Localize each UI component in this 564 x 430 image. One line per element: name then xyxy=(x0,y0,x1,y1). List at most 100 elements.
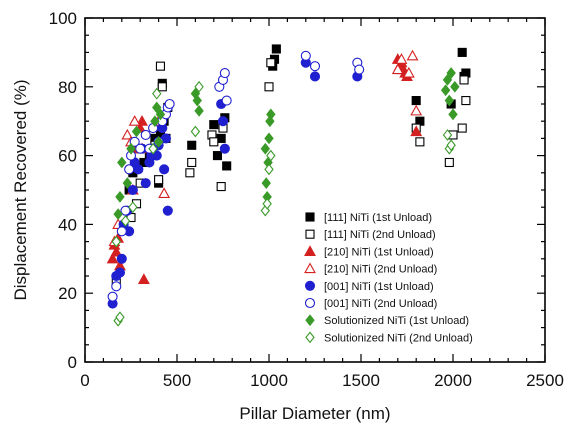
data-point xyxy=(264,132,274,145)
data-point xyxy=(113,208,123,220)
legend-label: [210] NiTi (1st Unload) xyxy=(324,246,434,258)
data-point xyxy=(111,281,122,292)
data-point xyxy=(185,168,195,178)
legend-marker xyxy=(304,245,316,256)
y-axis-label: Displacement Recovered (%) xyxy=(11,79,30,300)
data-point xyxy=(154,175,164,185)
legend-marker xyxy=(305,212,315,222)
data-point xyxy=(461,96,471,106)
data-point xyxy=(128,201,138,214)
data-point xyxy=(448,108,458,121)
data-point xyxy=(162,205,173,216)
series-6 xyxy=(113,67,460,220)
data-point xyxy=(131,125,142,138)
data-point xyxy=(194,80,204,93)
data-points xyxy=(106,44,471,327)
legend-entry: [001] NiTi (1st Unload) xyxy=(304,280,434,293)
data-point xyxy=(121,128,134,140)
data-point xyxy=(262,197,272,210)
data-point xyxy=(446,67,456,79)
data-point xyxy=(136,115,148,126)
data-point xyxy=(114,267,126,278)
legend-entry: [111] NiTi (2nd Unload) xyxy=(305,229,436,241)
data-point xyxy=(194,104,204,117)
data-point xyxy=(150,115,160,128)
data-point xyxy=(440,84,451,97)
data-point xyxy=(187,157,197,168)
data-point xyxy=(111,235,121,248)
data-point xyxy=(116,226,127,237)
data-point xyxy=(309,71,321,82)
data-point xyxy=(133,164,144,175)
series-7 xyxy=(111,80,456,327)
data-point xyxy=(221,95,232,106)
data-point xyxy=(260,142,271,155)
data-point xyxy=(148,142,158,155)
data-point xyxy=(135,143,146,154)
x-tick-label: 1500 xyxy=(342,371,380,390)
data-point xyxy=(209,137,219,147)
data-point xyxy=(212,151,223,161)
y-tick-label: 20 xyxy=(58,284,77,303)
data-point xyxy=(126,142,136,155)
data-point xyxy=(115,190,125,203)
data-point xyxy=(107,291,118,302)
data-point xyxy=(140,129,151,141)
data-point xyxy=(120,215,131,227)
data-point xyxy=(354,64,365,75)
legend-entry: [111] NiTi (1st Unload) xyxy=(305,212,432,224)
data-point xyxy=(395,53,408,64)
legend-entry: Solutionized NiTi (1st Unload) xyxy=(305,314,469,327)
data-point xyxy=(444,157,454,168)
data-point xyxy=(192,94,202,107)
data-point xyxy=(457,123,467,133)
data-point xyxy=(450,80,460,93)
legend-entry: [001] NiTi (2nd Unload) xyxy=(304,297,437,310)
legend-marker xyxy=(304,262,316,274)
data-point xyxy=(216,133,226,143)
data-point xyxy=(406,49,419,61)
data-point xyxy=(152,87,162,100)
data-point xyxy=(459,75,469,85)
series-5 xyxy=(107,50,365,302)
data-point xyxy=(391,63,404,75)
data-point xyxy=(444,94,455,107)
data-point xyxy=(446,139,456,152)
legend-marker xyxy=(304,280,316,291)
legend-label: Solutionized NiTi (1st Unload) xyxy=(324,315,469,327)
data-point xyxy=(442,74,453,86)
data-point xyxy=(410,104,423,116)
data-point xyxy=(266,108,276,121)
x-tick-label: 1000 xyxy=(250,371,288,390)
data-point xyxy=(164,98,175,110)
legend: [111] NiTi (1st Unload) [111] NiTi (2nd U… xyxy=(304,212,473,344)
data-point xyxy=(124,164,135,175)
y-tick-label: 0 xyxy=(68,353,77,372)
legend-label: [210] NiTi (2nd Unload) xyxy=(324,264,437,276)
data-point xyxy=(155,61,165,71)
data-point xyxy=(442,129,453,141)
legend-marker xyxy=(305,331,315,344)
data-point xyxy=(140,178,151,189)
data-point xyxy=(264,82,274,92)
data-point xyxy=(110,245,123,257)
data-point xyxy=(187,140,197,150)
legend-marker xyxy=(304,297,316,309)
data-point xyxy=(216,182,226,192)
data-point xyxy=(127,184,138,196)
legend-marker xyxy=(305,314,315,327)
data-point xyxy=(411,96,421,106)
data-point xyxy=(115,311,125,324)
data-point xyxy=(116,253,127,264)
legend-label: Solutionized NiTi (2nd Unload) xyxy=(324,332,473,344)
x-tick-label: 2000 xyxy=(434,371,472,390)
data-point xyxy=(266,149,276,162)
data-point xyxy=(106,252,119,264)
data-point xyxy=(217,116,229,127)
data-point xyxy=(222,161,232,171)
data-point xyxy=(209,120,219,130)
legend-label: [001] NiTi (2nd Unload) xyxy=(324,298,437,310)
data-point xyxy=(155,108,166,121)
x-axis-label: Pillar Diameter (nm) xyxy=(239,404,390,423)
